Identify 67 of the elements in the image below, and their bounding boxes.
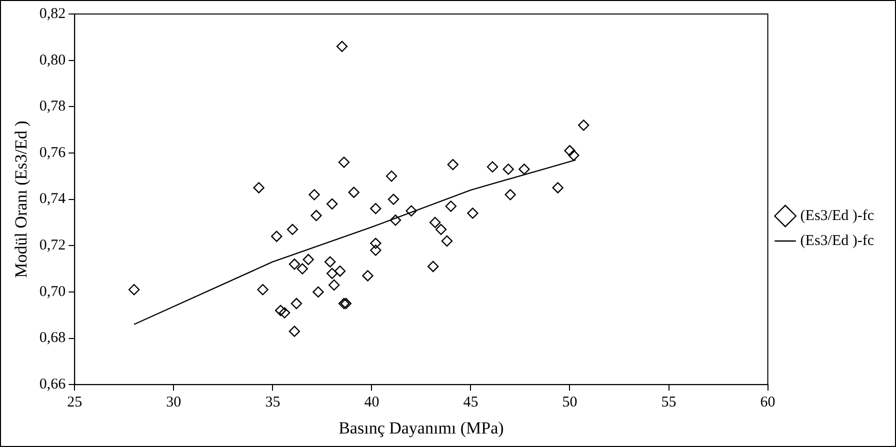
x-tick-label: 30 [166, 394, 182, 411]
point [288, 258, 300, 270]
point [326, 198, 338, 210]
x-axis-title: Basınç Dayanımı (MPa) [338, 418, 504, 438]
point [326, 268, 338, 280]
point [348, 186, 360, 198]
y-axis-title: Modül Oranı (Es3/Ed ) [12, 120, 31, 278]
point [290, 298, 302, 310]
point [435, 224, 447, 236]
point [271, 230, 282, 242]
x-tick-label: 55 [661, 394, 676, 411]
point [286, 224, 298, 236]
point [296, 263, 308, 274]
x-tick-label: 40 [364, 394, 380, 411]
y-tick-label: 0,66 [39, 376, 66, 393]
point [302, 254, 314, 266]
point [324, 256, 336, 268]
point [370, 238, 382, 249]
legend-label: (Es3/Ed )-fc [800, 232, 874, 249]
point [564, 145, 576, 156]
point [253, 182, 264, 194]
y-tick-label: 0,74 [39, 191, 66, 208]
point [362, 270, 374, 282]
point [504, 189, 516, 200]
point [328, 279, 340, 291]
point [578, 120, 590, 131]
point [390, 214, 402, 226]
point [334, 266, 346, 277]
y-tick-label: 0,72 [39, 238, 66, 254]
y-tick-label: 0,82 [39, 6, 66, 22]
point [370, 202, 382, 214]
point [275, 304, 286, 316]
point [445, 200, 457, 212]
x-tick-label: 60 [760, 394, 776, 411]
point [518, 164, 530, 175]
y-tick-label: 0,70 [39, 284, 66, 300]
point [386, 170, 398, 182]
y-tick-label: 0,68 [39, 330, 66, 346]
point [278, 307, 290, 318]
point [257, 284, 268, 296]
point [336, 40, 348, 52]
point [288, 326, 300, 337]
point [486, 161, 498, 172]
point [388, 194, 400, 205]
x-tick-label: 25 [67, 394, 82, 411]
point [312, 286, 324, 298]
point [428, 260, 439, 272]
point [502, 164, 514, 175]
point [568, 150, 580, 161]
point [310, 210, 322, 222]
legend-label: (Es3/Ed )-fc [800, 208, 874, 224]
x-tick-label: 50 [562, 394, 578, 411]
point [447, 158, 458, 170]
x-tick-label: 45 [463, 394, 478, 411]
point [441, 235, 453, 247]
point [308, 189, 320, 200]
point [467, 208, 478, 219]
point [370, 244, 382, 256]
y-tick-label: 0,80 [39, 52, 66, 68]
y-tick-label: 0,76 [39, 144, 66, 161]
x-tick-label: 35 [265, 394, 280, 411]
point [406, 205, 417, 216]
point [552, 182, 564, 194]
y-tick-label: 0,78 [39, 98, 66, 115]
point [338, 156, 350, 168]
point [128, 284, 140, 296]
point [429, 216, 441, 228]
